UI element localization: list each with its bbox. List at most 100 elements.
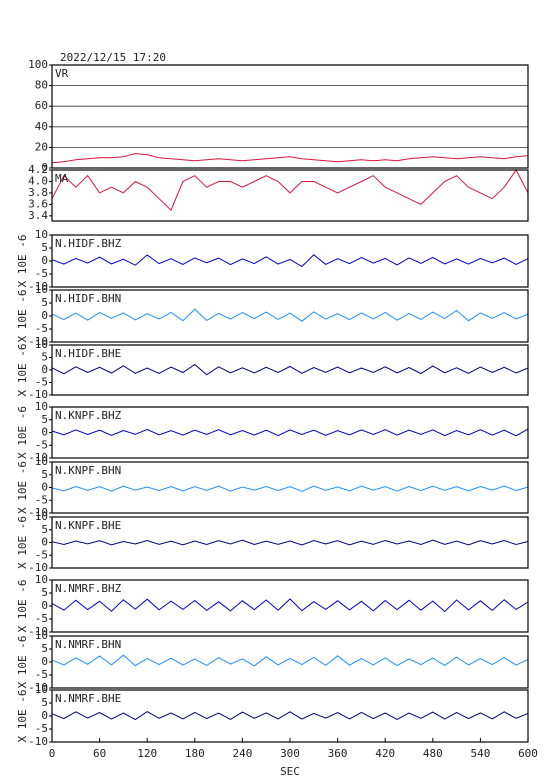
- y-tick-label: 0: [41, 363, 48, 376]
- y-tick-label: 100: [28, 58, 48, 71]
- trace: [51, 153, 529, 164]
- y-tick-label: 0: [41, 161, 48, 174]
- y-tick-label: 5: [41, 241, 48, 254]
- y-tick-label: 4.2: [28, 163, 48, 176]
- y-tick-label: -5: [35, 612, 48, 625]
- y-tick-label: 60: [35, 99, 48, 112]
- y-tick-label: 10: [35, 573, 48, 586]
- y-tick-label: 3.6: [28, 197, 48, 210]
- y-unit-label: X 10E -6: [16, 235, 29, 288]
- y-tick-label: -10: [28, 280, 48, 293]
- x-tick-label: 0: [49, 747, 56, 760]
- panel-frame: [51, 461, 529, 514]
- y-tick-label: 5: [41, 413, 48, 426]
- trace: [51, 169, 529, 211]
- x-tick-label: 540: [470, 747, 490, 760]
- y-tick-label: -5: [35, 493, 48, 506]
- y-tick-label: 5: [41, 586, 48, 599]
- y-tick-label: 5: [41, 468, 48, 481]
- x-axis-label: SEC: [280, 765, 300, 778]
- y-tick-label: -10: [28, 561, 48, 574]
- y-tick-label: -5: [35, 376, 48, 389]
- y-tick-label: -10: [28, 625, 48, 638]
- y-tick-label: 5: [41, 523, 48, 536]
- trace: [51, 254, 529, 268]
- trace: [51, 363, 529, 376]
- y-unit-label: X 10E -6: [16, 406, 29, 459]
- panel-label: N.NMRF.BHN: [55, 638, 121, 651]
- x-tick-label: 600: [518, 747, 538, 760]
- y-tick-label: 3.4: [28, 209, 48, 222]
- panel-label: N.NMRF.BHZ: [55, 582, 122, 595]
- y-tick-label: 80: [35, 79, 48, 92]
- trace: [51, 711, 529, 721]
- y-tick-label: -5: [35, 438, 48, 451]
- y-tick-label: -5: [35, 267, 48, 280]
- panel-frame: [51, 344, 529, 396]
- y-tick-label: 5: [41, 696, 48, 709]
- panel-label: N.HIDF.BHZ: [55, 237, 122, 250]
- y-tick-label: 10: [35, 228, 48, 241]
- panel-frame: [51, 689, 529, 743]
- y-tick-label: 0: [41, 309, 48, 322]
- y-unit-label: X 10E -6: [16, 344, 29, 397]
- y-tick-label: 4.0: [28, 174, 48, 187]
- x-tick-label: 360: [328, 747, 348, 760]
- x-tick-label: 180: [185, 747, 205, 760]
- panel-label: MA: [55, 172, 69, 185]
- y-unit-label: X 10E -6: [16, 690, 29, 743]
- y-tick-label: 10: [35, 400, 48, 413]
- panel-frame: [51, 169, 529, 222]
- x-tick-label: 300: [280, 747, 300, 760]
- x-tick-label: 420: [375, 747, 395, 760]
- panel-label: N.NMRF.BHE: [55, 692, 121, 705]
- y-unit-label: X 10E -6: [16, 290, 29, 343]
- y-tick-label: 0: [41, 655, 48, 668]
- trace: [51, 598, 529, 613]
- y-tick-label: -5: [35, 668, 48, 681]
- y-tick-label: 0: [41, 426, 48, 439]
- panel-label: N.HIDF.BHN: [55, 292, 121, 305]
- x-tick-label: 480: [423, 747, 443, 760]
- y-tick-label: 10: [35, 455, 48, 468]
- y-tick-label: 5: [41, 642, 48, 655]
- trace: [51, 539, 529, 546]
- y-tick-label: -5: [35, 322, 48, 335]
- x-tick-label: 240: [232, 747, 252, 760]
- y-tick-label: -5: [35, 722, 48, 735]
- y-tick-label: -10: [28, 735, 48, 748]
- panel-label: VR: [55, 67, 69, 80]
- panel-frame: [51, 516, 529, 569]
- panel-label: N.KNPF.BHE: [55, 519, 121, 532]
- panel-frame: [51, 579, 529, 633]
- y-tick-label: -10: [28, 506, 48, 519]
- trace: [51, 654, 529, 667]
- trace: [51, 428, 529, 437]
- y-tick-label: -10: [28, 681, 48, 694]
- panel-frame: [51, 635, 529, 689]
- panel-label: N.KNPF.BHN: [55, 464, 121, 477]
- x-tick-label: 60: [93, 747, 106, 760]
- y-unit-label: X 10E -6: [16, 516, 29, 569]
- y-tick-label: 20: [35, 140, 48, 153]
- y-tick-label: 10: [35, 510, 48, 523]
- y-tick-label: 10: [35, 283, 48, 296]
- trace: [51, 485, 529, 492]
- x-tick-label: 120: [137, 747, 157, 760]
- y-unit-label: X 10E -6: [16, 580, 29, 633]
- y-tick-label: 0: [41, 536, 48, 549]
- y-tick-label: -10: [28, 388, 48, 401]
- y-tick-label: 0: [41, 599, 48, 612]
- y-tick-label: 0: [41, 709, 48, 722]
- y-unit-label: X 10E -6: [16, 461, 29, 514]
- y-tick-label: -10: [28, 451, 48, 464]
- panel-frame: [51, 406, 529, 459]
- y-tick-label: 0: [41, 481, 48, 494]
- y-tick-label: 3.8: [28, 186, 48, 199]
- y-tick-label: -5: [35, 548, 48, 561]
- y-tick-label: -10: [28, 335, 48, 348]
- y-tick-label: 5: [41, 296, 48, 309]
- y-tick-label: 10: [35, 629, 48, 642]
- panel-frame: [51, 289, 529, 343]
